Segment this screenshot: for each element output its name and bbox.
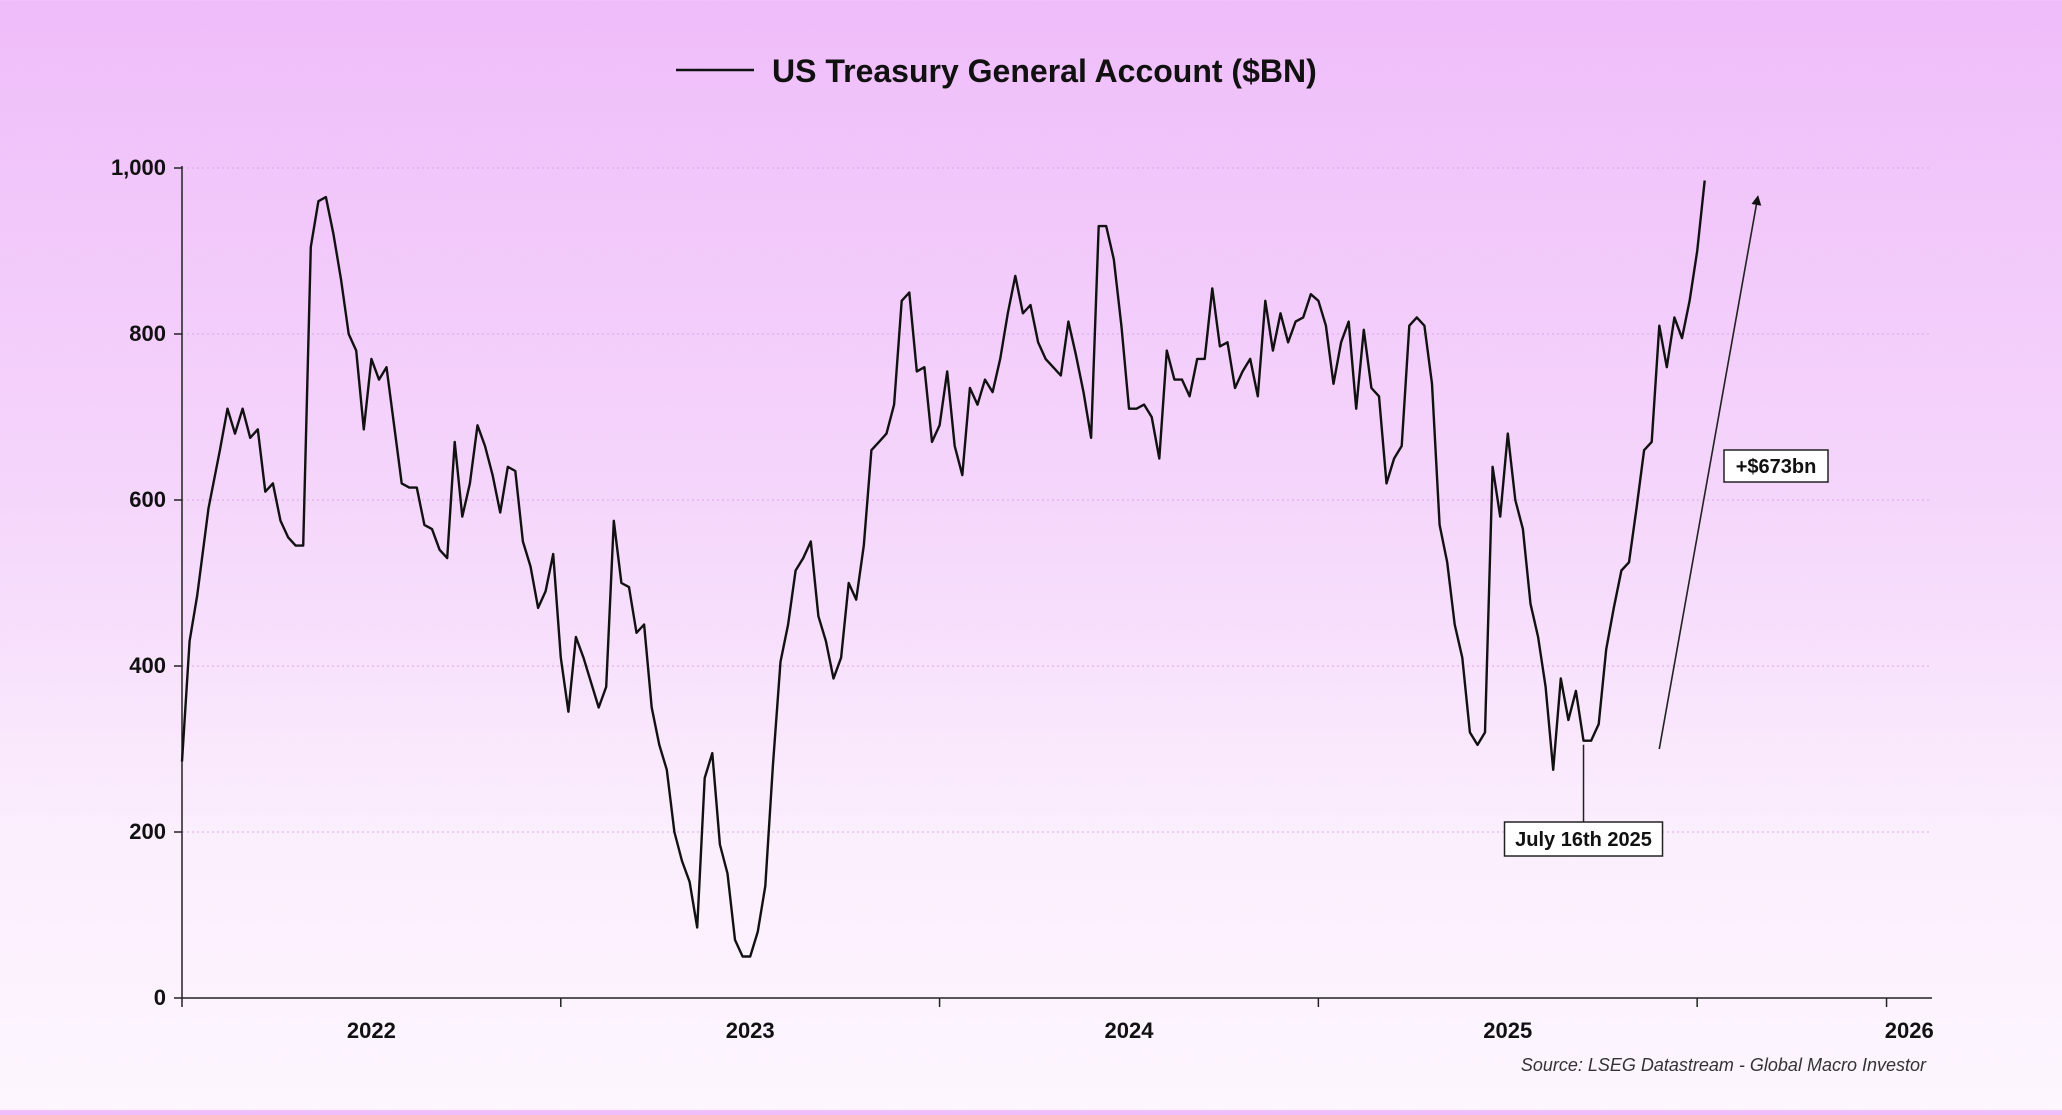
- x-tick-label: 2025: [1483, 1018, 1532, 1043]
- annotations: July 16th 2025 +$673bn: [1503, 195, 1829, 857]
- source-note: Source: LSEG Datastream - Global Macro I…: [1521, 1055, 1927, 1075]
- axes: 0 200 400 600 800 1,000 2022 2023 2024 2025 2026: [111, 155, 1934, 1043]
- y-tick-label: 200: [129, 819, 166, 844]
- y-tick-label: 800: [129, 321, 166, 346]
- x-tick-label: 2026: [1885, 1018, 1934, 1043]
- chart-legend: US Treasury General Account ($BN): [676, 53, 1317, 89]
- y-tick-label: 0: [154, 985, 166, 1010]
- y-tick-label: 600: [129, 487, 166, 512]
- callout-label: July 16th 2025: [1515, 829, 1652, 851]
- arrow-label: +$673bn: [1736, 456, 1817, 478]
- y-tick-label: 400: [129, 653, 166, 678]
- series-line: [180, 180, 1706, 958]
- x-tick-label: 2023: [726, 1018, 775, 1043]
- series-layer: [180, 180, 1706, 958]
- growth-arrow: [1658, 195, 1762, 750]
- x-tick-label: 2024: [1104, 1018, 1154, 1043]
- x-tick-label: 2022: [347, 1018, 396, 1043]
- gridlines: [182, 167, 1932, 833]
- chart-title: US Treasury General Account ($BN): [772, 53, 1317, 89]
- y-tick-label: 1,000: [111, 155, 166, 180]
- arrow-label-box: [1723, 449, 1829, 483]
- callout-box: [1503, 821, 1664, 857]
